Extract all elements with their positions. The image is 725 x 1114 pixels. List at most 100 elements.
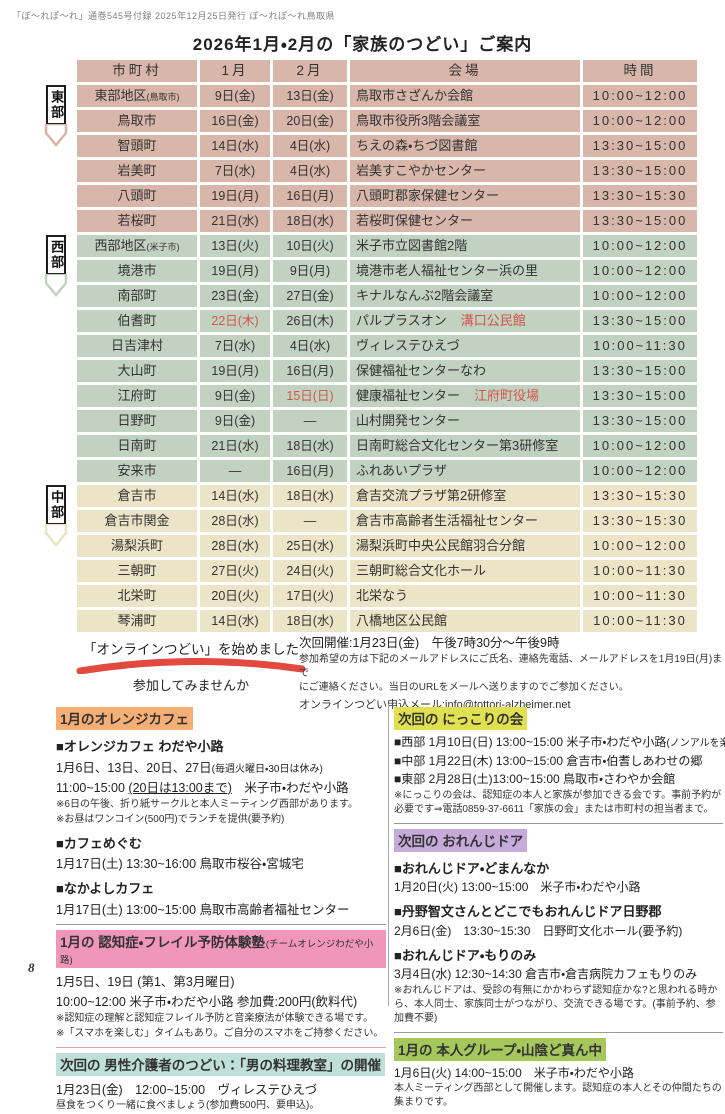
region-gutter — [34, 185, 74, 207]
event-text-part: 10:00~12:00 米子市・わだや小路 参加費:200円(飲料代) — [56, 995, 358, 1009]
table-corner-spacer — [34, 60, 74, 82]
venue-name: 湯梨浜町中央公民館羽合分館 — [356, 538, 526, 553]
municipality-name: 琴浦町 — [117, 613, 157, 628]
february-date-cell: 10日(火) — [273, 235, 347, 257]
municipality-cell: 日南町 — [77, 435, 197, 457]
time-cell: 10:00~11:30 — [583, 560, 697, 582]
municipality-name: 若桜町 — [117, 213, 157, 228]
municipality-name: 東部地区 — [94, 88, 147, 103]
municipality-name: 大山町 — [117, 363, 157, 378]
venue-name: 八頭町郡家保健センター — [356, 188, 500, 203]
january-date-cell: 9日(金) — [200, 385, 270, 407]
venue-name: 健康福祉センター — [356, 388, 461, 403]
event-line: 1月17日(土) 13:00~15:00 鳥取市高齢者福祉センター — [56, 899, 386, 918]
january-date-cell: 27日(火) — [200, 560, 270, 582]
region-marker-central: 中部 — [36, 485, 76, 548]
event-line: ■東部 2月28日(土)13:00~15:00 鳥取市・さわやか会館 — [394, 770, 723, 787]
venue-name: 鳥取市さざんか会館 — [356, 88, 474, 103]
region-marker-west: 西部 — [36, 235, 76, 298]
venue-cell: 若桜町保健センター — [350, 210, 580, 232]
event-line: ■中部 1月22日(木) 13:00~15:00 倉吉市・伯耆しあわせの郷 — [394, 752, 723, 769]
municipality-name: 安来市 — [117, 463, 157, 478]
january-date-cell: 21日(水) — [200, 435, 270, 457]
region-gutter — [34, 160, 74, 182]
page-title: 2026年1月・2月の「家族のつどい」ご案内 — [192, 35, 533, 54]
time-cell: 10:00~12:00 — [583, 85, 697, 107]
january-date-cell: 22日(木) — [200, 310, 270, 332]
arrow-down-icon — [44, 274, 68, 297]
municipality-name: 日南町 — [117, 438, 157, 453]
venue-name: 八橋地区公民館 — [356, 613, 448, 628]
january-date-cell: — — [200, 460, 270, 482]
february-date-cell: 18日(水) — [273, 610, 347, 632]
page-number: 8 — [28, 960, 35, 975]
february-date-cell: — — [273, 410, 347, 432]
venue-name: 鳥取市役所3階会議室 — [356, 113, 481, 128]
municipality-name: 境港市 — [117, 263, 157, 278]
january-date-cell: 7日(水) — [200, 160, 270, 182]
municipality-name: 西部地区 — [94, 238, 147, 253]
municipality-name: 日吉津村 — [110, 338, 163, 353]
january-date-cell: 7日(水) — [200, 335, 270, 357]
municipality-name: 三朝町 — [117, 563, 157, 578]
municipality-cell: 日吉津村 — [77, 335, 197, 357]
time-cell: 10:00~11:30 — [583, 585, 697, 607]
event-text-part: 1月17日(土) 13:00~15:00 鳥取市高齢者福祉センター — [56, 902, 350, 917]
red-swoosh-underline — [76, 658, 306, 674]
events-column-left: 1月のオレンジカフェ ■オレンジカフェ わだや小路 1月6日、13日、20日、27日… — [56, 706, 386, 1114]
venue-cell: 三朝町総合文化ホール — [350, 560, 580, 582]
event-text-part: 米子市・わだや小路 — [231, 781, 349, 795]
february-date-cell: 17日(火) — [273, 585, 347, 607]
time-cell: 13:30~15:00 — [583, 160, 697, 182]
venue-cell: ふれあいプラザ — [350, 460, 580, 482]
event-subhead: ■おれんじドア・どまんなか — [394, 860, 550, 876]
region-gutter — [34, 360, 74, 382]
municipality-name: 鳥取市 — [117, 113, 157, 128]
issue-info-line: 「ぽ〜れぽ〜れ」通巻545号付録 2025年12月25日発行 ぽ〜れぽ〜れ鳥取県 — [12, 11, 336, 21]
municipality-cell: 伯耆町 — [77, 310, 197, 332]
municipality-name: 倉吉市関金 — [104, 513, 170, 528]
february-date-cell: 18日(水) — [273, 210, 347, 232]
venue-cell: 日南町総合文化センター第3研修室 — [350, 435, 580, 457]
january-date-cell: 9日(金) — [200, 410, 270, 432]
municipality-name: 南部町 — [117, 288, 157, 303]
municipality-cell: 東部地区(鳥取市) — [77, 85, 197, 107]
february-date-cell: 13日(金) — [273, 85, 347, 107]
time-cell: 10:00~11:30 — [583, 335, 697, 357]
event-subhead: ■おれんじドア・もりのみ — [394, 947, 537, 963]
event-text-part: (毎週火曜日・30日は休み) — [211, 763, 323, 775]
event-text-part: 2月6日(金) 13:30~15:30 日野町文化ホール(要予約) — [394, 923, 683, 938]
venue-name: 倉吉市高齢者生活福祉センター — [356, 513, 539, 528]
municipality-name: 日野町 — [117, 413, 157, 428]
february-date-cell: 20日(金) — [273, 110, 347, 132]
venue-name: 米子市立図書館2階 — [356, 238, 468, 253]
municipality-cell: 倉吉市関金 — [77, 510, 197, 532]
venue-cell: 米子市立図書館2階 — [350, 235, 580, 257]
section-header-wrap: 1月の 認知症・フレイル予防体験塾(チームオレンジわだや小路) — [56, 929, 386, 968]
january-date-cell: 16日(金) — [200, 110, 270, 132]
february-date-cell: 4日(水) — [273, 160, 347, 182]
region-gutter — [34, 585, 74, 607]
online-detail-line-1: 参加希望の方は下記のメールアドレスにご氏名、連絡先電話、メールアドレスを1月19… — [299, 654, 723, 679]
venue-name: 境港市老人福祉センター浜の里 — [356, 263, 539, 278]
event-line: 1月17日(土) 13:30~16:00 鳥取市桜谷・宮城宅 — [56, 853, 386, 872]
february-date-cell: 24日(火) — [273, 560, 347, 582]
event-line: 11:00~15:00 (20日は13:00まで) 米子市・わだや小路 — [56, 777, 386, 796]
venue-cell: ちえの森・ちづ図書館 — [350, 135, 580, 157]
january-date-cell: 9日(金) — [200, 85, 270, 107]
venue-cell: 八橋地区公民館 — [350, 610, 580, 632]
online-tsudoi-banner-block: 「オンラインつどい」を始めました 参加してみませんか — [66, 638, 316, 694]
event-text-part: 1月6日(火) 14:00~15:00 米子市・わだや小路 — [394, 1065, 634, 1080]
event-text-part: ■中部 1月22日(木) 13:00~15:00 倉吉市・伯耆しあわせの郷 — [394, 753, 703, 768]
venue-cell: 山村開発センター — [350, 410, 580, 432]
event-subhead: ■丹野智文さんとどこでもおれんじドア日野郡 — [394, 904, 662, 919]
section-header-wrap: 次回の おれんじドア — [394, 828, 723, 852]
venue-cell: 八頭町郡家保健センター — [350, 185, 580, 207]
january-date-cell: 21日(水) — [200, 210, 270, 232]
column-header-january: 1月 — [200, 60, 270, 82]
january-date-cell: 14日(水) — [200, 135, 270, 157]
column-header-february: 2月 — [273, 60, 347, 82]
time-cell: 13:30~15:00 — [583, 210, 697, 232]
time-cell: 13:30~15:00 — [583, 410, 697, 432]
february-date-cell: 4日(水) — [273, 135, 347, 157]
